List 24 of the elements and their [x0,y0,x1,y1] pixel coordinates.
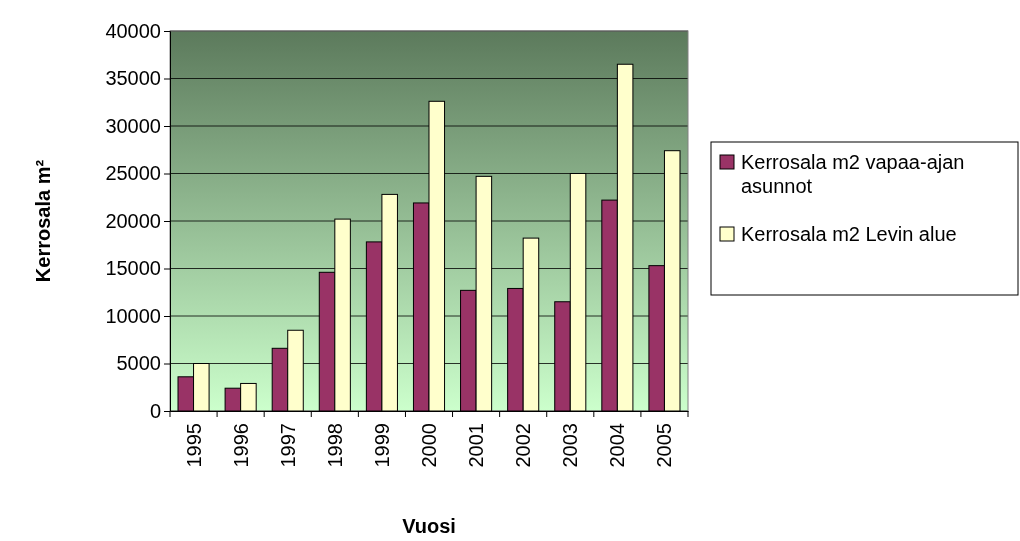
y-tick-label: 10000 [105,304,161,327]
x-axis-title: Vuosi [402,515,456,537]
y-tick-label: 40000 [105,19,161,42]
x-tick-label: 2003 [559,423,582,468]
x-tick-label: 1996 [229,423,252,468]
x-tick-label: 1998 [323,423,346,468]
y-tick-label: 0 [149,399,161,422]
x-tick-label: 2002 [512,423,535,468]
x-tick-label: 2001 [465,423,488,468]
y-axis-title: Kerrosala m² [32,159,54,283]
x-tick-label: 1999 [370,423,393,468]
legend-label: Kerrosala m2 Levin alue [741,223,957,245]
x-tick-label: 2000 [418,423,440,468]
legend-label: Kerrosala m2 vapaa-ajan asunnot [741,151,965,197]
y-tick-label: 5000 [116,352,161,375]
y-tick-label: 20000 [105,209,161,232]
y-tick-label: 15000 [105,257,161,280]
x-tick-label: 2004 [606,423,629,468]
x-tick-label: 1995 [182,423,205,468]
y-tick-label: 25000 [105,162,161,185]
y-tick-label: 30000 [105,114,161,137]
y-tick-label: 35000 [105,67,161,90]
x-tick-label: 1997 [276,423,299,468]
x-tick-label: 2005 [653,423,676,468]
